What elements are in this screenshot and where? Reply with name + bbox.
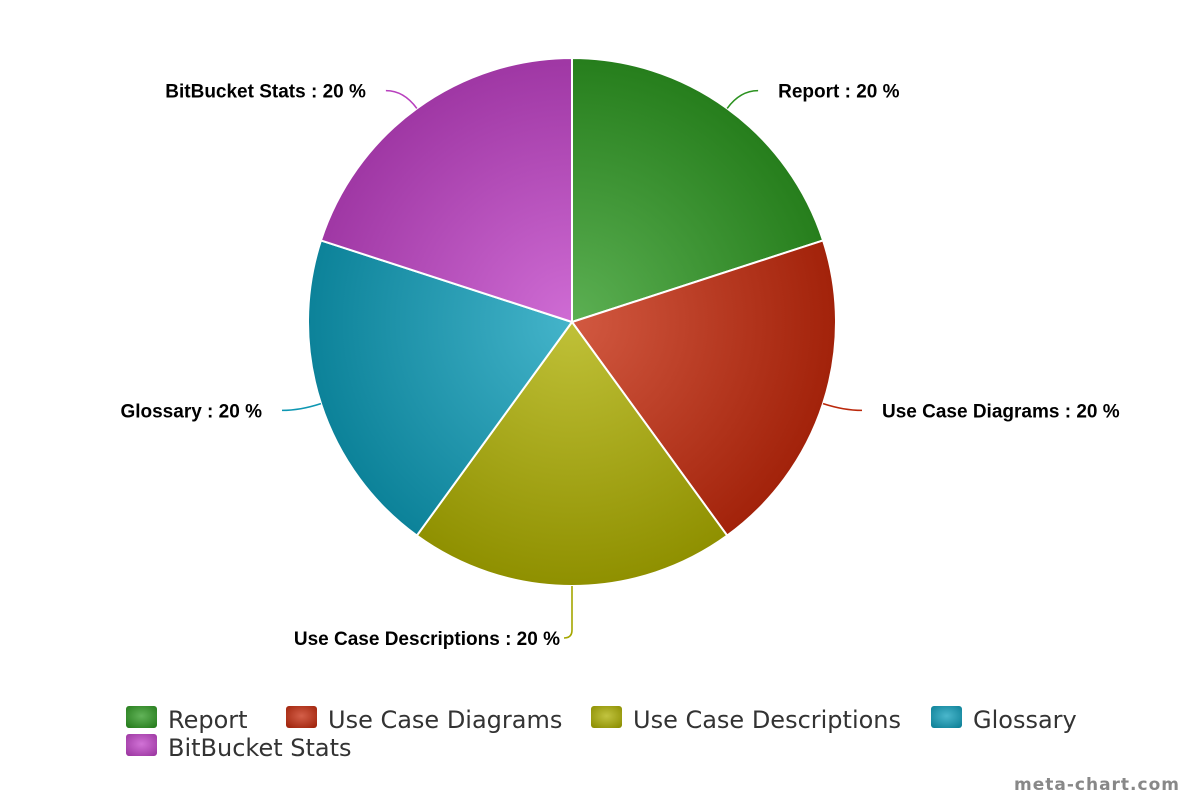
legend-item-label[interactable]: BitBucket Stats	[168, 734, 352, 762]
data-label: Report : 20 %	[778, 82, 900, 103]
pie-slice-bitbucket-stats	[319, 57, 573, 323]
label-connector	[385, 89, 418, 109]
label-connector	[822, 402, 863, 412]
data-labels: Report : 20 % Use Case Diagrams : 20 % Use…	[120, 82, 1119, 650]
data-label: Use Case Descriptions : 20 %	[294, 629, 560, 650]
legend-swatch	[126, 734, 157, 756]
label-connectors	[281, 89, 863, 639]
legend-swatch	[286, 706, 317, 728]
label-connector	[281, 402, 322, 412]
pie-slice-use-case-descriptions	[415, 321, 729, 587]
legend-swatch	[931, 706, 962, 728]
pie-slice-glossary	[307, 239, 573, 537]
credit-text: meta-chart.com	[1014, 775, 1180, 795]
legend-item-label[interactable]: Glossary	[973, 706, 1077, 734]
pie-slice-use-case-diagrams	[571, 239, 837, 537]
data-label: Glossary : 20 %	[120, 401, 262, 422]
legend-swatch	[126, 706, 157, 728]
label-connector	[726, 89, 759, 109]
pie-slice-report	[571, 57, 825, 323]
legend-item-label[interactable]: Report	[168, 706, 248, 734]
data-label: BitBucket Stats : 20 %	[165, 82, 366, 103]
data-label: Use Case Diagrams : 20 %	[882, 401, 1120, 422]
legend: Report Use Case Diagrams Use Case Descript…	[126, 706, 1077, 762]
legend-swatch	[591, 706, 622, 728]
pie-slices	[307, 57, 837, 587]
legend-item-label[interactable]: Use Case Diagrams	[328, 706, 562, 734]
legend-item-label[interactable]: Use Case Descriptions	[633, 706, 901, 734]
label-connector	[563, 586, 573, 639]
